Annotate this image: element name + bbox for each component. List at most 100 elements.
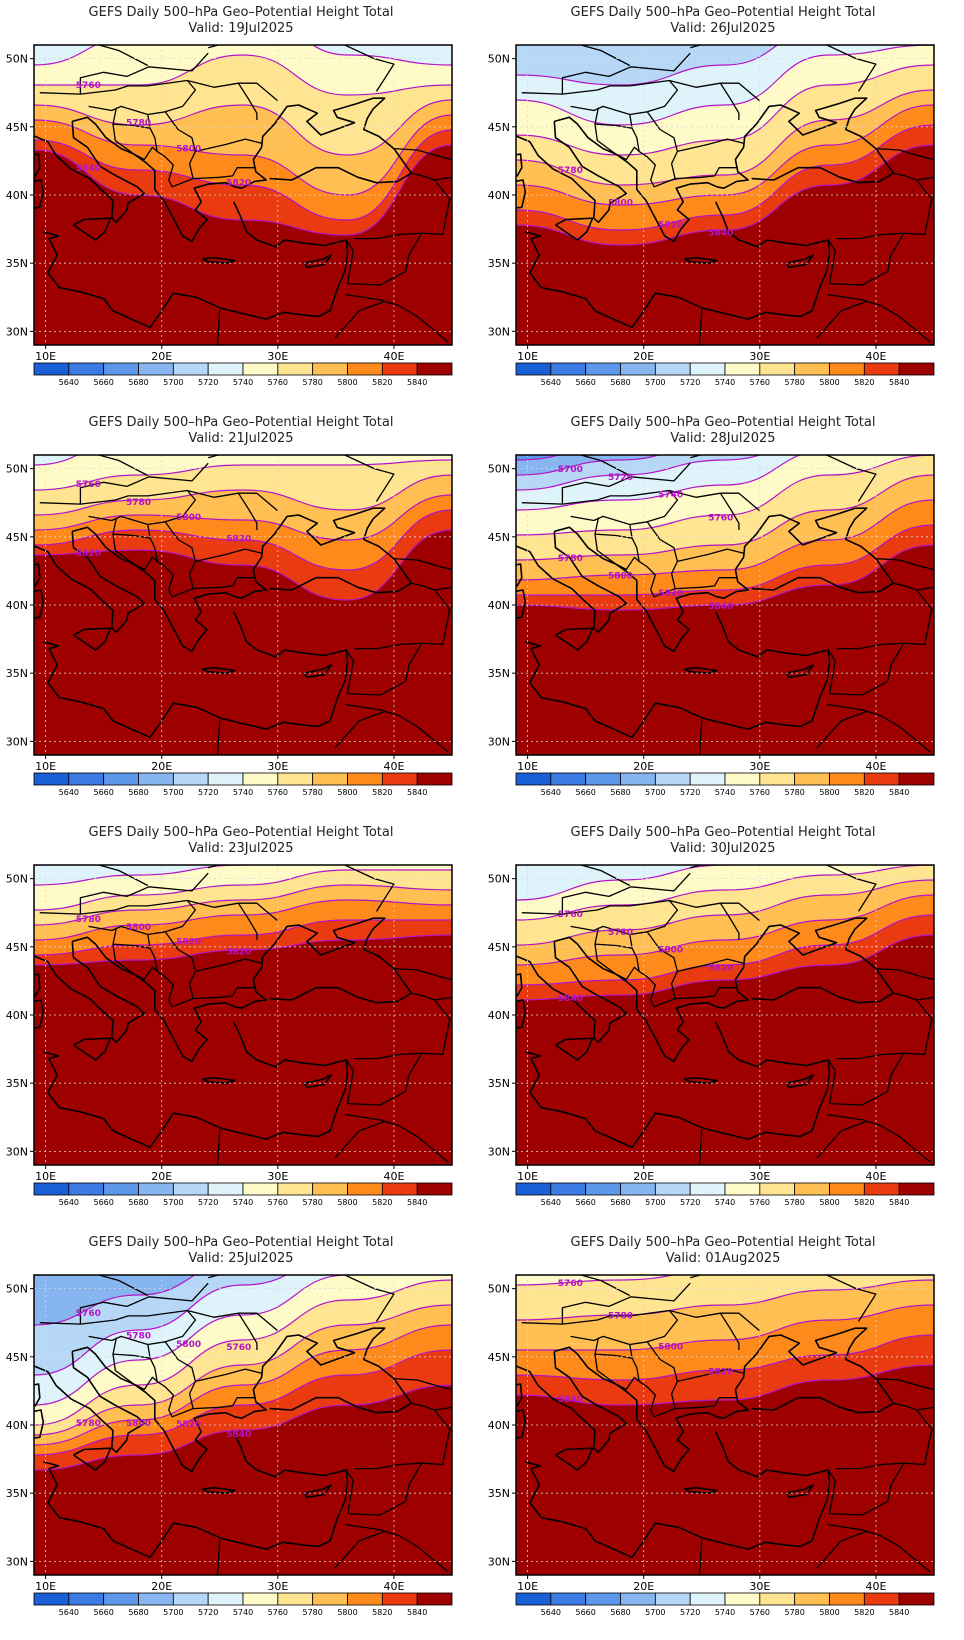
height-band: [516, 1275, 673, 1285]
contour-label: 5800: [176, 1340, 201, 1350]
country-border: [98, 865, 149, 887]
panel-title: GEFS Daily 500–hPa Geo–Potential Height …: [88, 5, 394, 20]
lat-label: 30N: [6, 735, 28, 748]
colorbar-swatch: [312, 1182, 348, 1196]
country-border: [677, 138, 744, 153]
colorbar-label: 5660: [93, 788, 113, 797]
contour-label: 5700: [558, 465, 583, 475]
colorbar-swatch: [68, 772, 105, 786]
lat-label: 40N: [6, 189, 28, 202]
height-band: [34, 1275, 195, 1325]
colorbar-swatch: [689, 772, 726, 786]
country-border: [98, 45, 149, 67]
coastline: [475, 947, 482, 1036]
contour-line: [516, 914, 934, 986]
height-band: [516, 1230, 934, 1255]
lat-label: 30N: [6, 1145, 28, 1158]
colorbar-label: 5800: [819, 378, 839, 387]
colorbar-swatch: [103, 1182, 139, 1196]
contour-label: 5780: [608, 928, 633, 938]
colorbar-label: 5800: [819, 788, 839, 797]
panel-title: GEFS Daily 500–hPa Geo–Potential Height …: [88, 1235, 394, 1250]
coastline: [475, 1357, 482, 1446]
colorbar-swatch: [207, 362, 244, 376]
contour-label: 5840: [558, 994, 583, 1004]
colorbar-label: 5760: [268, 788, 288, 797]
colorbar-label: 5700: [163, 1608, 183, 1617]
country-border: [594, 927, 633, 949]
country-border: [216, 719, 221, 755]
country-border: [354, 172, 451, 240]
contour-label: 5780: [126, 498, 151, 508]
country-border: [827, 1052, 905, 1106]
contour-label: 5760: [76, 480, 101, 490]
colorbar-label: 5820: [372, 1198, 392, 1207]
lat-label: 50N: [6, 463, 28, 476]
country-border: [147, 114, 255, 188]
contour-line: [516, 1364, 934, 1406]
colorbar-swatch: [724, 362, 761, 376]
country-border: [237, 902, 258, 940]
colorbar-swatch: [585, 772, 621, 786]
contour-label: 5780: [126, 1331, 151, 1341]
country-border: [449, 608, 452, 612]
country-border: [345, 232, 423, 286]
colorbar-label: 5720: [198, 1198, 218, 1207]
colorbar-label: 5820: [854, 1608, 874, 1617]
colorbar-label: 5720: [198, 788, 218, 797]
lon-label: 40E: [865, 1580, 886, 1593]
map-canvas: 5700 5720 5740 5760 5780 5800 5820 5840 50N 45N 40…: [488, 454, 935, 797]
country-border: [875, 147, 934, 181]
height-band: [516, 455, 659, 475]
contour-line: [516, 865, 934, 921]
colorbar-swatch: [242, 1182, 279, 1196]
colorbar-label: 5760: [750, 378, 770, 387]
colorbar-swatch: [138, 1592, 174, 1606]
contour-line: [516, 1235, 934, 1255]
colorbar-swatch: [33, 1182, 70, 1196]
map-panel-1: GEFS Daily 500–hPa Geo–Potential Height …: [0, 0, 482, 410]
lat-label: 50N: [488, 463, 510, 476]
country-border: [237, 492, 258, 530]
coastline: [525, 1021, 831, 1149]
coastline: [34, 1409, 45, 1439]
country-border: [719, 902, 740, 940]
colorbar-swatch: [689, 1592, 726, 1606]
country-border: [345, 642, 423, 696]
colorbar-swatch: [68, 1182, 105, 1196]
lon-label: 30E: [267, 350, 288, 363]
colorbar-swatch: [654, 1182, 691, 1196]
contour-line: [516, 1304, 934, 1351]
lat-label: 45N: [488, 121, 510, 134]
country-border: [570, 900, 679, 936]
height-band: [34, 865, 452, 910]
coastline: [72, 917, 413, 1063]
contour-line: [516, 1275, 676, 1286]
country-border: [521, 899, 761, 922]
contour-line: [516, 104, 934, 206]
country-border: [79, 872, 209, 915]
country-border: [594, 107, 633, 129]
contour-label: 5780: [608, 1312, 633, 1322]
country-border: [827, 232, 905, 286]
lon-label: 40E: [383, 760, 404, 773]
lat-label: 50N: [6, 873, 28, 886]
colorbar-swatch: [33, 362, 70, 376]
lat-label: 40N: [488, 1009, 510, 1022]
colorbar-swatch: [277, 1592, 314, 1606]
contour-label: 5780: [76, 1419, 101, 1429]
lat-label: 35N: [488, 257, 510, 270]
coastline: [34, 589, 45, 619]
colorbar-label: 5700: [645, 1198, 665, 1207]
colorbar-label: 5640: [541, 1608, 561, 1617]
colorbar-swatch: [416, 362, 453, 376]
country-border: [827, 1462, 905, 1516]
colorbar-label: 5640: [59, 378, 79, 387]
country-border: [112, 107, 151, 129]
colorbar-label: 5740: [715, 378, 735, 387]
colorbar-label: 5780: [784, 1198, 804, 1207]
coastline: [73, 217, 112, 241]
coastline: [785, 254, 814, 269]
colorbar-label: 5780: [784, 1608, 804, 1617]
map-canvas: 5760 5780 5800 5820 5840 50N 45N 40N 35N 30N 10E 20…: [488, 864, 935, 1207]
